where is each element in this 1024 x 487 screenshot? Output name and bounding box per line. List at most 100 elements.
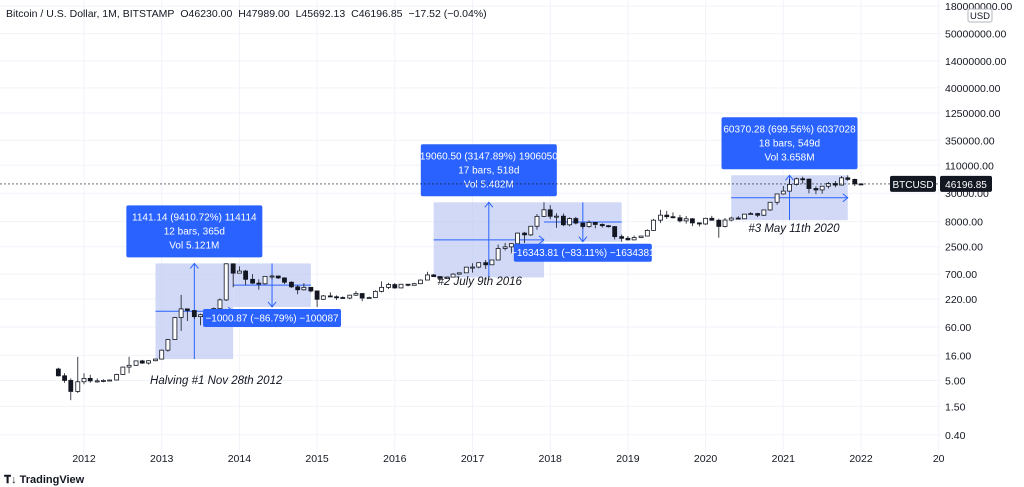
measure-label-text: 18 bars, 549d [759,138,820,149]
measure-label-text: Vol 5.121M [169,240,219,251]
candle-body [126,364,132,368]
x-tick-label: 2013 [150,453,174,465]
candle-body [398,283,404,289]
candle-body [184,308,190,311]
measure-arrow [842,193,849,203]
measure-labels[interactable]: 1141.14 (9410.72%) 114114 12 bars, 365d Vo… [126,117,858,327]
candle-body [444,276,450,279]
candle-body [223,263,229,301]
candle-body [314,290,320,300]
candle-body [217,299,223,309]
candle-body [819,185,825,191]
candle-body [515,232,520,245]
candle-body [658,214,663,221]
candle-body [94,380,100,383]
measure-label-text: 12 bars, 365d [164,226,225,237]
candle-body [159,349,165,360]
candle-body [275,275,281,279]
legend-change: −17.52 (−0.04%) [408,8,487,20]
candle-body [114,374,120,381]
candle-body [55,368,61,377]
candle-body [366,297,372,299]
y-tick-label: 60.00 [945,322,971,334]
candle-body [703,217,708,225]
candle-body [573,218,579,224]
candle-body [787,184,792,192]
candle-body [592,222,598,225]
y-tick-label: 8000.00 [945,217,983,229]
candles [55,175,864,401]
x-tick-label: 2019 [616,453,640,465]
x-tick-label: 2015 [305,453,329,465]
legend-low: L45692.13 [295,8,346,20]
candle-body [243,270,249,280]
candle-body [308,286,314,292]
candle-body [411,283,417,286]
candle-body [456,272,462,275]
candle-body [133,360,139,366]
candle-body [716,219,722,227]
candle-body [852,179,858,185]
measure-label-text: 19060.50 (3147.89%) 1906050 [420,151,558,162]
annotations: Halving #1 Nov 28th 2012 #2 July 9th 2016… [150,223,840,387]
y-tick-label: 1250000.00 [945,108,1001,120]
y-tick-label: 220.00 [945,294,977,306]
candle-body [418,279,423,285]
candle-body [502,246,508,249]
candle-body [631,237,637,241]
candle-body [651,219,656,231]
candle-body [230,263,236,274]
candle-body [301,286,307,291]
last-price-tag [940,175,992,192]
candle-body [236,270,242,274]
last-price-tag-label: 46196.85 [945,180,987,191]
candle-body [742,213,747,220]
candle-body [800,178,806,181]
candle-body [172,317,178,340]
candle-body [372,290,378,298]
candle-body [825,183,831,187]
measure-label-text: 17 bars, 518d [458,165,519,176]
candle-body [334,296,339,299]
y-tick-label: 110000.00 [945,160,994,172]
candle-body [755,213,761,216]
currency-badge [967,8,993,23]
brand-name: TradingView [19,474,85,486]
halving-annotation: #3 May 11th 2020 [748,223,840,235]
candle-body [87,377,93,382]
candle-body [495,248,501,261]
x-tick-label: 20 [933,453,945,465]
candle-body [541,209,547,217]
candle-body [644,230,650,237]
candle-body [146,360,151,364]
ticker-tag-label: BTCUSD [892,180,933,191]
candle-body [153,358,158,362]
footer-brand[interactable]: 𝐓↓ TradingView [4,474,84,487]
candle-body [198,314,203,318]
x-axis[interactable]: 2012 2013 2014 2015 2016 2017 2018 2019 2020 2021… [72,453,944,465]
candle-body [774,193,780,203]
candle-body [489,259,495,266]
candle-body [794,178,799,185]
measure-label-box [513,243,652,262]
candle-body [347,294,353,299]
candle-body [107,379,113,382]
candle-body [625,237,631,241]
x-tick-label: 2021 [772,453,796,465]
candle-body [379,286,384,292]
candle-body [677,217,683,222]
y-tick-label: 350000.00 [945,135,995,147]
candle-body [599,224,605,227]
candle-body [567,218,573,226]
y-axis[interactable]: 180000000.00 50000000.00 14000000.00 400000… [945,1,1012,442]
candle-body [619,236,625,239]
candle-body [68,380,74,392]
candle-body [269,275,275,278]
measure-label-box [721,117,858,170]
candle-body [320,295,326,300]
x-tick-label: 2018 [539,453,563,465]
candle-body [405,283,411,286]
candle-body [178,308,184,318]
measure-label-text: Vol 5.482M [464,179,514,190]
